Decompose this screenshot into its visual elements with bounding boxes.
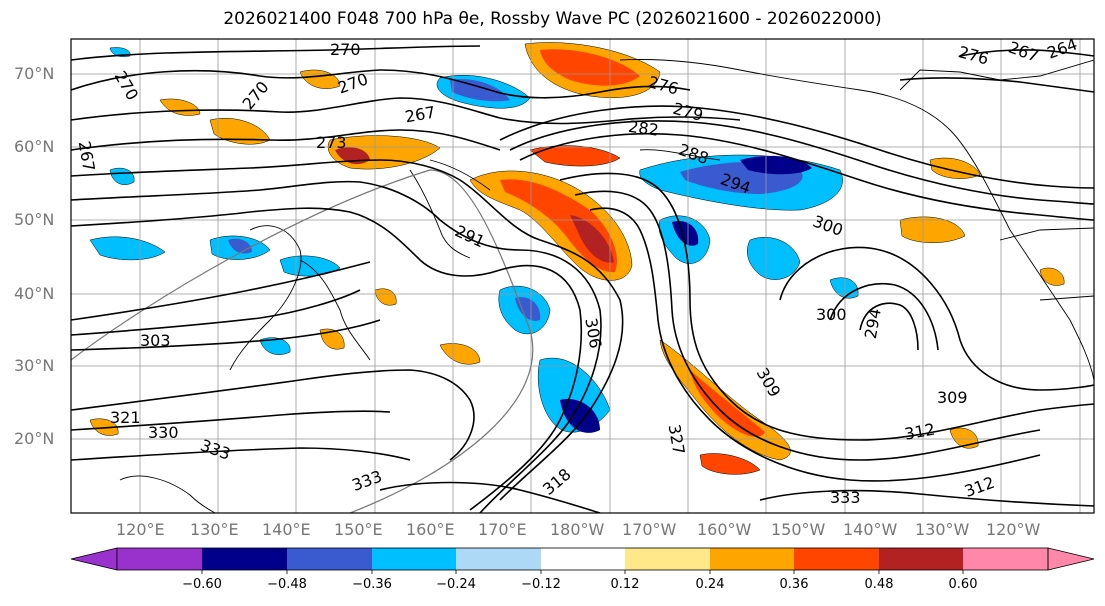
contour-label: 303	[140, 331, 171, 350]
lat-label: 50°N	[14, 210, 55, 229]
colorbar-tick-label: −0.36	[352, 577, 392, 592]
map-title: 2026021400 F048 700 hPa θe, Rossby Wave …	[223, 9, 882, 29]
lon-label: 130°W	[915, 520, 970, 539]
lon-label: 160°W	[697, 520, 752, 539]
map-panel: 270 270 270 270 267 273 267 276 279 282 …	[71, 39, 1094, 513]
colorbar-extend-min	[70, 547, 118, 571]
colorbar-segment	[963, 548, 1048, 570]
lon-label: 150°E	[334, 520, 383, 539]
lat-label: 20°N	[14, 429, 55, 448]
colorbar-segment	[625, 548, 710, 570]
colorbar-tick-label: 0.60	[948, 577, 978, 592]
coastlines	[119, 59, 1094, 513]
lat-label: 40°N	[14, 284, 55, 303]
contour-label: 300	[816, 305, 847, 324]
colorbar-segment	[710, 548, 794, 570]
lon-label: 160°E	[406, 520, 455, 539]
colorbar-segment	[202, 548, 287, 570]
colorbar-tick-label: 0.24	[695, 577, 725, 592]
colorbar-tick-label: −0.24	[436, 577, 476, 592]
lon-label: 150°W	[771, 520, 826, 539]
contour-label: 330	[148, 423, 179, 442]
lon-label: 120°E	[116, 520, 165, 539]
lat-label: 30°N	[14, 356, 55, 375]
colorbar-tick-label: 0.12	[610, 577, 640, 592]
contour-label: 321	[110, 408, 141, 427]
contour-label: 333	[830, 488, 861, 507]
lon-label: 130°E	[190, 520, 239, 539]
colorbar-segment	[117, 548, 202, 570]
lon-label: 180°W	[550, 520, 605, 539]
colorbar-tick-label: −0.12	[521, 577, 561, 592]
lon-label: 140°W	[843, 520, 898, 539]
lat-lon-grid	[71, 39, 1094, 513]
contour-label: 273	[316, 133, 347, 152]
colorbar-segment	[456, 548, 541, 570]
colorbar-tick-label: −0.60	[182, 577, 222, 592]
lon-label: 140°E	[262, 520, 311, 539]
lat-label: 60°N	[14, 137, 55, 156]
colorbar	[70, 547, 1095, 574]
negative-anomaly-shading	[89, 47, 859, 433]
lat-label: 70°N	[14, 64, 55, 83]
lon-label: 170°E	[478, 520, 527, 539]
positive-anomaly-shading	[89, 42, 1065, 475]
map-frame	[70, 38, 1095, 514]
colorbar-segment	[372, 548, 456, 570]
colorbar-segment	[794, 548, 879, 570]
theta-e-contours	[71, 45, 1094, 513]
colorbar-tick-label: 0.48	[864, 577, 894, 592]
colorbar-segment	[879, 548, 963, 570]
colorbar-tick-label: −0.48	[267, 577, 307, 592]
great-circle-line	[71, 169, 534, 513]
colorbar-segment	[287, 548, 372, 570]
colorbar-segment	[541, 548, 625, 570]
colorbar-extend-max	[1047, 547, 1095, 571]
contour-label: 270	[330, 40, 361, 59]
colorbar-tick-label: 0.36	[779, 577, 809, 592]
lon-label: 170°W	[622, 520, 677, 539]
lon-label: 120°W	[986, 520, 1041, 539]
contour-label: 282	[627, 117, 660, 140]
contour-label: 309	[937, 388, 968, 407]
contour-labels: 270 270 270 270 267 273 267 276 279 282 …	[75, 39, 1080, 507]
